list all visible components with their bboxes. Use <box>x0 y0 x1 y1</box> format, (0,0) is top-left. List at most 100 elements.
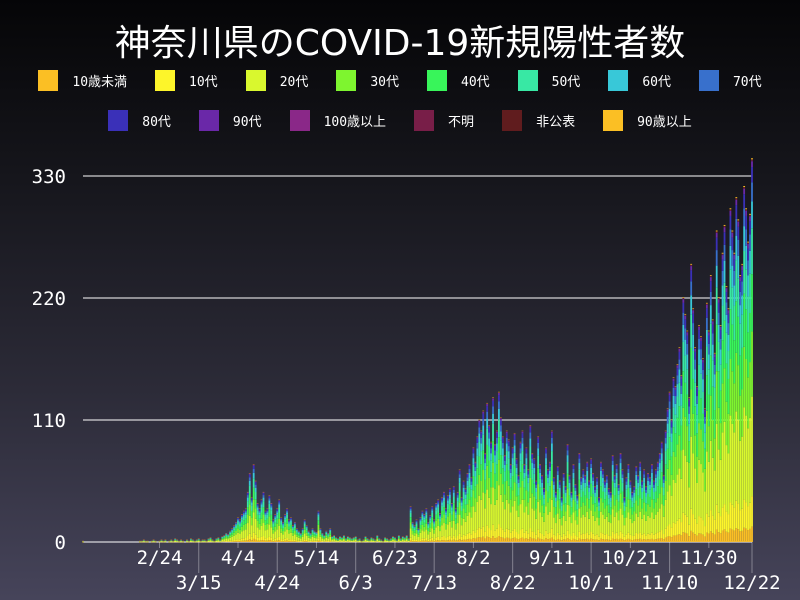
bar-segment <box>419 521 422 525</box>
bar-segment <box>496 537 498 542</box>
bar-segment <box>268 516 271 525</box>
bar-segment <box>743 188 746 195</box>
bar-segment <box>729 359 732 416</box>
bar-segment <box>639 511 642 533</box>
bar-segment <box>501 438 504 443</box>
bar-segment <box>315 533 318 536</box>
bar-segment <box>484 479 487 494</box>
bar-segment <box>303 520 306 522</box>
bar-segment <box>698 325 700 326</box>
bar-segment <box>329 541 332 542</box>
bar-segment <box>509 464 512 466</box>
bar-segment <box>521 528 524 538</box>
bar-segment <box>437 500 439 501</box>
bar-segment <box>672 522 675 536</box>
bar-segment <box>464 494 467 499</box>
bar-segment <box>266 540 269 542</box>
bar-segment <box>549 538 551 542</box>
bar-segment <box>237 519 239 521</box>
bar-segment <box>490 444 492 449</box>
bar-segment <box>688 462 691 488</box>
bar-segment <box>547 474 549 478</box>
bar-segment <box>492 487 494 525</box>
bar-segment <box>321 534 324 536</box>
bar-segment <box>431 528 434 538</box>
bar-segment <box>480 464 483 481</box>
bar-segment <box>223 539 226 542</box>
bar-segment <box>700 517 702 534</box>
bar-segment <box>735 218 738 237</box>
bar-segment <box>511 464 514 477</box>
bar-segment <box>472 490 475 507</box>
bar-segment <box>552 489 555 497</box>
bar-segment <box>539 464 542 466</box>
bar-segment <box>672 451 675 480</box>
bar-segment <box>413 532 416 536</box>
bar-segment <box>503 471 506 482</box>
bar-segment <box>554 497 557 502</box>
bar-segment <box>717 512 720 533</box>
bar-segment <box>643 474 645 478</box>
bar-segment <box>678 406 681 436</box>
bar-segment <box>582 533 585 540</box>
bar-segment <box>698 459 700 517</box>
bar-segment <box>254 491 257 500</box>
bar-segment <box>676 444 679 475</box>
bar-segment <box>645 539 647 542</box>
bar-segment <box>290 520 292 522</box>
bar-segment <box>374 541 377 542</box>
bar-segment <box>747 428 749 507</box>
bar-segment <box>242 511 245 513</box>
bar-segment <box>664 537 667 542</box>
bar-segment <box>719 390 722 424</box>
bar-segment <box>696 414 698 434</box>
bar-segment <box>537 448 540 456</box>
bar-segment <box>558 534 561 540</box>
bar-segment <box>452 535 455 540</box>
bar-segment <box>225 535 228 538</box>
bar-segment <box>686 394 689 427</box>
bar-segment <box>709 440 712 511</box>
bar-segment <box>305 526 308 528</box>
bar-segment <box>466 539 469 542</box>
bar-segment <box>460 510 463 518</box>
bar-segment <box>547 502 549 515</box>
bar-segment <box>242 524 245 531</box>
bar-segment <box>717 371 720 408</box>
bar-segment <box>598 497 600 499</box>
bar-segment <box>427 523 430 525</box>
bar-segment <box>239 522 241 524</box>
bar-segment <box>609 540 612 542</box>
bar-segment <box>547 470 549 472</box>
bar-segment <box>258 540 261 542</box>
bar-segment <box>615 469 618 473</box>
bar-segment <box>705 329 708 347</box>
bar-segment <box>564 492 567 497</box>
legend-label: 80代 <box>142 115 171 130</box>
bar-segment <box>566 530 569 539</box>
bar-segment <box>702 472 704 521</box>
bar-segment <box>586 463 589 467</box>
bar-segment <box>313 532 316 533</box>
bar-segment <box>411 534 414 540</box>
bar-segment <box>331 537 334 539</box>
bar-segment <box>478 537 481 542</box>
bar-segment <box>292 528 294 531</box>
legend-swatch <box>245 70 266 91</box>
bar-segment <box>254 499 257 509</box>
bar-segment <box>266 512 269 515</box>
bar-segment <box>741 314 744 348</box>
bar-segment <box>435 514 438 521</box>
bar-segment <box>447 503 449 510</box>
bar-segment <box>311 534 314 537</box>
bar-segment <box>623 540 626 542</box>
bar-segment <box>521 451 524 465</box>
bar-segment <box>603 499 606 509</box>
bar-segment <box>676 396 679 418</box>
bar-segment <box>596 506 598 518</box>
bar-segment <box>482 526 485 537</box>
bar-segment <box>305 525 308 527</box>
bar-segment <box>384 540 387 542</box>
bar-segment <box>654 491 657 503</box>
bar-segment <box>594 487 596 490</box>
